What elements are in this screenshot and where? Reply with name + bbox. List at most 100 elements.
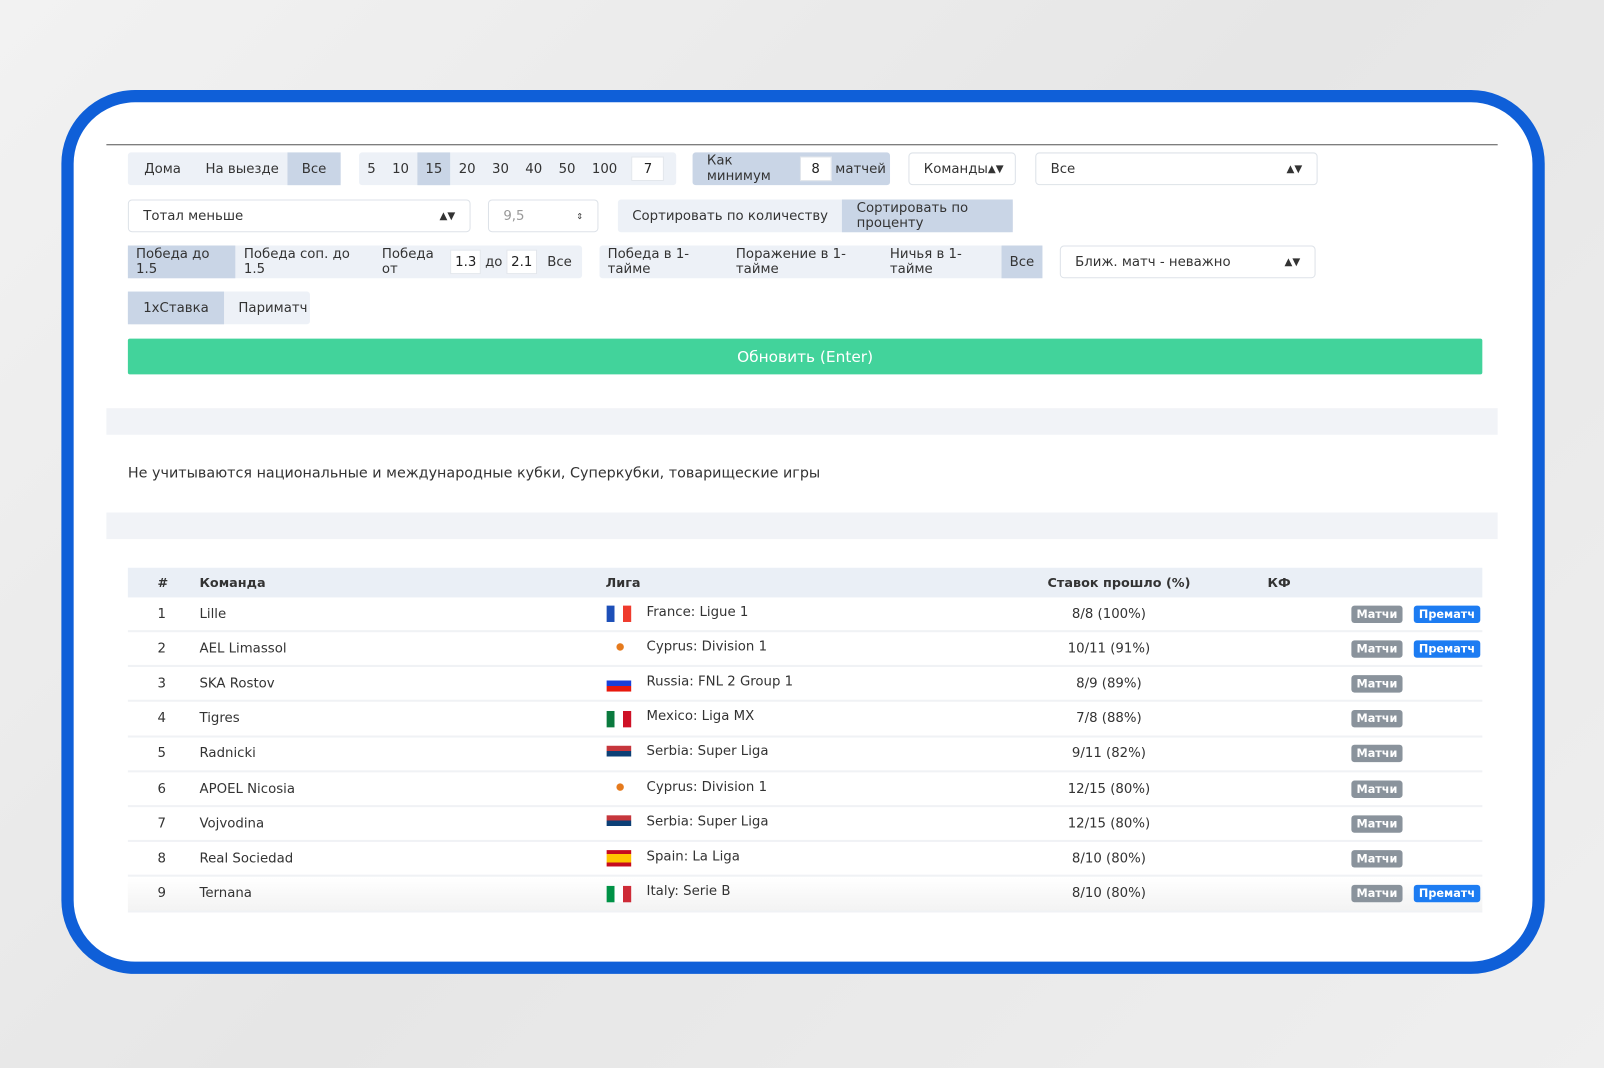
- spain-flag-icon: [606, 850, 632, 867]
- half-draw[interactable]: Ничья в 1-тайме: [889, 246, 962, 278]
- next-match-select[interactable]: Ближ. матч - неважно ▲▼: [1059, 245, 1316, 279]
- count-100[interactable]: 100: [591, 161, 618, 177]
- row-number: 1: [157, 606, 167, 622]
- matches-button[interactable]: Матчи: [1351, 710, 1403, 728]
- team-name[interactable]: Vojvodina: [199, 816, 265, 832]
- league-name: Cyprus: Division 1: [646, 639, 768, 655]
- russia-flag-icon: [606, 675, 632, 692]
- count-50[interactable]: 50: [558, 161, 576, 177]
- opp-win-to-1-5[interactable]: Победа соп. до 1.5: [243, 246, 350, 278]
- info-note: Не учитываются национальные и международ…: [127, 465, 821, 482]
- sort-arrows-icon: ▲▼: [987, 163, 1004, 175]
- venue-home[interactable]: Дома: [144, 161, 181, 177]
- min-prefix: Как минимум: [706, 153, 771, 185]
- win-group: Победа до 1.5 Победа соп. до 1.5 Победа …: [127, 245, 583, 279]
- header-team[interactable]: Команда: [199, 574, 266, 591]
- table-row: 2 AEL Limassol Cyprus: Division 1 10/11 …: [127, 632, 1483, 668]
- team-name[interactable]: Tigres: [199, 711, 240, 727]
- min-matches-group: Как минимум 8 матчей: [692, 152, 891, 186]
- win-from-input[interactable]: 1.3: [450, 249, 482, 275]
- separator-band: [106, 408, 1498, 435]
- team-name[interactable]: Real Sociedad: [199, 851, 294, 867]
- count-5[interactable]: 5: [367, 161, 376, 177]
- table-row: 4 Tigres Mexico: Liga MX 7/8 (88%) Матчи: [127, 702, 1483, 738]
- table-row: 9 Ternana Italy: Serie B 8/10 (80%) Матч…: [127, 877, 1483, 913]
- teams-value-label: Все: [1050, 161, 1076, 177]
- team-name[interactable]: AEL Limassol: [199, 641, 287, 657]
- matches-button[interactable]: Матчи: [1351, 605, 1403, 623]
- cyprus-flag-icon: [606, 780, 632, 797]
- teams-value-select[interactable]: Все ▲▼: [1035, 152, 1318, 186]
- venue-group: Дома На выезде Все: [127, 152, 341, 186]
- header-league[interactable]: Лига: [605, 574, 641, 591]
- row-number: 5: [157, 746, 167, 762]
- total-select[interactable]: Тотал меньше ▲▼: [127, 199, 471, 233]
- header-kf[interactable]: КФ: [1267, 574, 1291, 591]
- win-from-label[interactable]: Победа от: [381, 246, 434, 278]
- win-to-label: до: [485, 254, 503, 270]
- matches-button[interactable]: Матчи: [1351, 884, 1403, 903]
- venue-away[interactable]: На выезде: [205, 161, 279, 177]
- row-number: 7: [157, 816, 167, 832]
- bookmaker-parimatch[interactable]: Париматч: [238, 300, 308, 316]
- row-number: 6: [157, 781, 167, 797]
- table-row: 5 Radnicki Serbia: Super Liga 9/11 (82%)…: [127, 737, 1483, 773]
- count-custom-input[interactable]: 7: [631, 156, 665, 182]
- total-value-input[interactable]: 9,5 ⇕: [487, 199, 599, 233]
- venue-all[interactable]: Все: [287, 152, 341, 186]
- matches-button[interactable]: Матчи: [1351, 640, 1403, 658]
- sort-by-percent[interactable]: Сортировать по проценту: [842, 199, 1013, 233]
- sort-arrows-icon: ▲▼: [439, 210, 456, 222]
- team-name[interactable]: SKA Rostov: [199, 676, 275, 692]
- half-win[interactable]: Победа в 1-тайме: [607, 246, 690, 278]
- matches-button[interactable]: Матчи: [1351, 850, 1403, 868]
- bookmaker-group: 1хСтавка Париматч: [127, 291, 310, 325]
- team-name[interactable]: Radnicki: [199, 746, 256, 762]
- update-button[interactable]: Обновить (Enter): [127, 338, 1483, 375]
- total-value: 9,5: [503, 208, 525, 224]
- count-40[interactable]: 40: [525, 161, 543, 177]
- win-all[interactable]: Все: [547, 254, 572, 270]
- table-row: 8 Real Sociedad Spain: La Liga 8/10 (80%…: [127, 842, 1483, 878]
- prematch-button[interactable]: Прематч: [1413, 640, 1481, 658]
- table-row: 1 Lille France: Ligue 1 8/8 (100%) Матчи…: [127, 597, 1483, 633]
- count-15[interactable]: 15: [417, 152, 451, 186]
- half-loss[interactable]: Поражение в 1-тайме: [735, 246, 846, 278]
- header-result[interactable]: Ставок прошло (%): [1047, 574, 1191, 591]
- row-number: 9: [157, 886, 167, 902]
- matches-button[interactable]: Матчи: [1351, 815, 1403, 833]
- table-row: 7 Vojvodina Serbia: Super Liga 12/15 (80…: [127, 807, 1483, 843]
- league-name: France: Ligue 1: [646, 604, 749, 620]
- count-10[interactable]: 10: [392, 161, 410, 177]
- teams-select[interactable]: Команды ▲▼: [908, 152, 1016, 186]
- header-number: #: [157, 574, 169, 591]
- prematch-button[interactable]: Прематч: [1413, 605, 1481, 623]
- team-name[interactable]: Lille: [199, 606, 227, 622]
- half-all[interactable]: Все: [1001, 245, 1043, 279]
- divider: [106, 144, 1498, 146]
- row-number: 3: [157, 676, 167, 692]
- matches-button[interactable]: Матчи: [1351, 675, 1403, 693]
- league-name: Mexico: Liga MX: [646, 709, 755, 725]
- bookmaker-1xstavka[interactable]: 1хСтавка: [127, 291, 225, 325]
- count-30[interactable]: 30: [491, 161, 509, 177]
- prematch-button[interactable]: Прематч: [1413, 884, 1481, 903]
- separator-band: [106, 512, 1498, 540]
- spinner-icon[interactable]: ⇕: [576, 211, 584, 221]
- league-name: Russia: FNL 2 Group 1: [646, 674, 794, 690]
- count-group: 5 10 15 20 30 40 50 100 7: [359, 152, 677, 186]
- team-name[interactable]: APOEL Nicosia: [199, 781, 295, 797]
- matches-button[interactable]: Матчи: [1351, 780, 1403, 798]
- row-number: 2: [157, 641, 167, 657]
- league-name: Serbia: Super Liga: [646, 813, 769, 830]
- serbia-flag-icon: [606, 815, 632, 832]
- league-name: Italy: Serie B: [646, 883, 731, 900]
- sort-by-count[interactable]: Сортировать по количеству: [632, 208, 829, 224]
- min-matches-input[interactable]: 8: [800, 156, 832, 182]
- win-to-1-5[interactable]: Победа до 1.5: [127, 245, 236, 279]
- win-to-input[interactable]: 2.1: [506, 249, 537, 275]
- matches-button[interactable]: Матчи: [1351, 745, 1403, 763]
- team-name[interactable]: Ternana: [199, 886, 252, 902]
- count-20[interactable]: 20: [458, 161, 476, 177]
